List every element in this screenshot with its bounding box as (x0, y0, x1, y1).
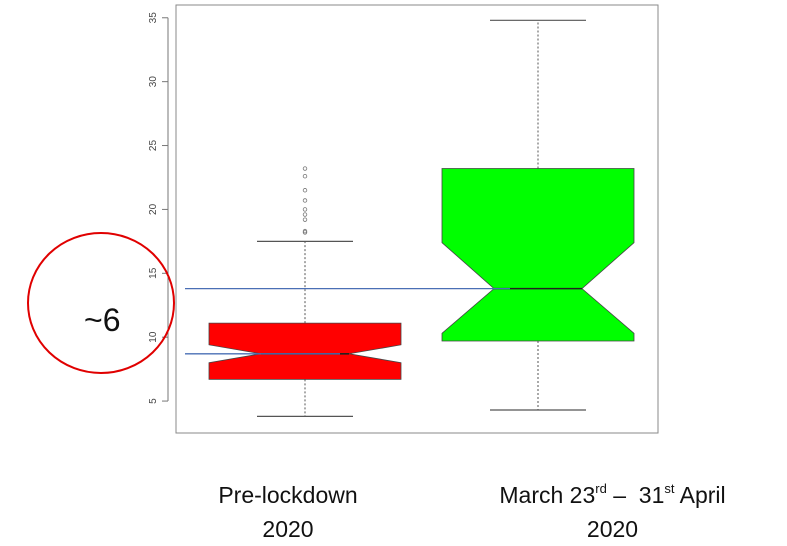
category-label-part: April (674, 482, 726, 508)
category-label-superscript: rd (595, 481, 607, 496)
annotation-ellipse (27, 232, 175, 374)
box-group (208, 166, 402, 417)
category-label-line: 2020 (586, 516, 639, 542)
y-tick-label: 5 (148, 398, 159, 404)
category-label-lockdown: March 23rd – 31st April 2020 (440, 478, 785, 546)
outlier-point (302, 217, 308, 222)
annotation-label: ~6 (84, 302, 121, 338)
category-label-pre-lockdown: Pre-lockdown 2020 (198, 478, 378, 546)
category-label-line: March 23rd – 31st April (440, 478, 785, 512)
y-tick-label: 10 (148, 331, 159, 343)
category-label-line: 2020 (262, 516, 314, 542)
y-tick-label: 15 (148, 267, 159, 279)
box-body (208, 322, 402, 380)
outlier-point (302, 212, 308, 217)
outlier-point (302, 166, 308, 171)
category-label-superscript: st (664, 481, 675, 496)
y-tick-label: 35 (148, 12, 159, 24)
outlier-point (302, 230, 308, 235)
outlier-point (302, 207, 308, 212)
category-label-line: Pre-lockdown (218, 482, 358, 508)
box-body (441, 168, 635, 342)
boxes-layer (208, 19, 635, 417)
outlier-point (302, 228, 308, 234)
category-label-part: March 23 (499, 482, 596, 508)
y-axis: 5 10 15 20 25 30 35 (148, 12, 169, 404)
box-group (441, 19, 635, 411)
outlier-point (302, 198, 308, 203)
y-tick-label: 30 (148, 76, 159, 88)
y-tick-label: 20 (148, 203, 159, 215)
outlier-point (302, 173, 308, 179)
plot-frame (175, 4, 659, 434)
outlier-point (302, 188, 308, 193)
category-label-part: – 31 (606, 482, 665, 508)
reference-lines (185, 287, 510, 355)
y-tick-label: 25 (148, 140, 159, 152)
